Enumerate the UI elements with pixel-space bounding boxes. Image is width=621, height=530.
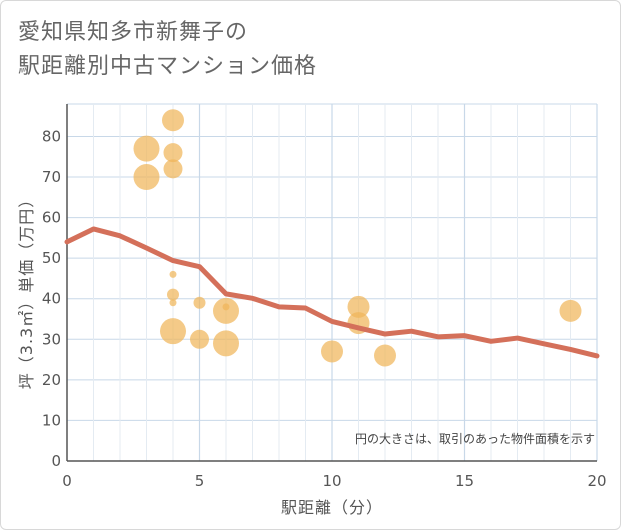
y-tick-label: 0: [51, 452, 61, 470]
y-tick-label: 60: [42, 209, 61, 227]
x-axis-title: 駅距離（分）: [281, 498, 383, 517]
y-tick-labels: 0 10 20 30 40 50 60 70 80: [42, 127, 61, 470]
y-tick-label: 40: [42, 290, 61, 308]
title-line-1: 愛知県知多市新舞子の: [18, 20, 249, 45]
y-tick-label: 80: [42, 127, 61, 145]
y-tick-label: 70: [42, 168, 61, 186]
data-bubble: [169, 299, 177, 307]
data-bubble: [163, 159, 183, 179]
size-annotation: 円の大きさは、取引のあった物件面積を示す: [355, 431, 595, 446]
y-tick-label: 30: [42, 330, 61, 348]
x-tick-label: 15: [455, 472, 474, 490]
data-bubble: [162, 109, 184, 132]
data-bubble: [133, 135, 160, 162]
data-bubble: [347, 295, 370, 318]
data-bubble: [167, 288, 179, 301]
data-bubble: [213, 297, 239, 324]
grid: [67, 103, 598, 461]
data-bubble: [193, 296, 206, 309]
data-bubble: [163, 143, 183, 163]
x-tick-label: 0: [62, 472, 72, 490]
data-bubble: [374, 344, 396, 367]
y-tick-label: 50: [42, 249, 61, 267]
data-bubble: [190, 329, 209, 349]
trend-line: [64, 226, 600, 359]
data-bubble: [559, 299, 582, 322]
chart-title: 愛知県知多市新舞子の 駅距離別中古マンション価格: [18, 16, 317, 84]
y-tick-label: 10: [42, 411, 61, 429]
y-axis-title: 坪（3.3㎡）単価（万円）: [17, 191, 36, 389]
y-tick-label: 20: [42, 371, 61, 389]
axes: [66, 104, 597, 462]
data-bubble: [160, 318, 186, 345]
x-tick-labels: 0 5 10 15 20: [62, 472, 606, 490]
data-bubble: [133, 164, 160, 191]
data-bubble: [321, 340, 343, 363]
data-bubble: [213, 330, 239, 357]
data-bubble: [169, 270, 177, 278]
title-line-2: 駅距離別中古マンション価格: [18, 54, 318, 79]
x-tick-label: 10: [322, 472, 341, 490]
x-tick-label: 20: [587, 472, 606, 490]
x-tick-label: 5: [195, 472, 205, 490]
